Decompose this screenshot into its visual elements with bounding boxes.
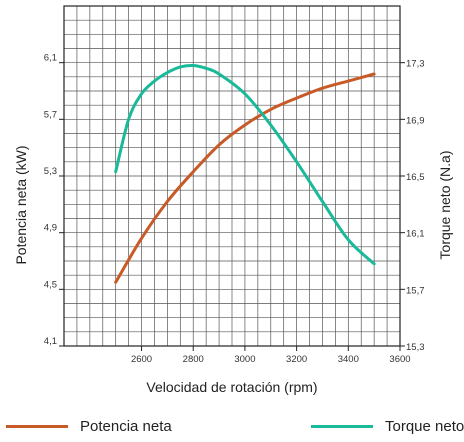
legend-item-potencia: Potencia neta [6,418,172,435]
series-line-potencia-neta [114,72,376,284]
tick-labels: 2600 2800 3000 3200 3400 3600 4,1 4,5 4,9 5,3 5,7 6… [44,53,425,365]
legend-item-torque: Torque neto [311,418,464,435]
x-axis-title: Velocidad de rotación (rpm) [146,379,317,395]
x-tick-label: 2800 [183,354,204,365]
y-right-tick-label: 15,3 [406,342,425,353]
y-axis-title-right: Torque neto (N.a) [437,151,453,260]
legend-label-potencia: Potencia neta [80,418,172,435]
y-left-tick-label: 4,1 [44,336,57,347]
legend-label-torque: Torque neto [385,418,464,435]
legend-swatch-torque [311,425,373,428]
y-left-tick-label: 4,5 [44,279,57,290]
grid [64,6,400,346]
x-tick-label: 3200 [286,354,307,365]
y-right-tick-label: 17,3 [406,59,425,70]
y-axis-title-left: Potencia neta (kW) [13,145,29,264]
y-left-tick-label: 5,7 [44,109,57,120]
y-right-tick-label: 16,1 [406,229,425,240]
y-right-tick-label: 16,9 [406,115,425,126]
legend-swatch-potencia [6,425,68,428]
x-tick-label: 3600 [389,354,410,365]
y-right-tick-label: 15,7 [406,285,425,296]
x-tick-label: 2600 [131,354,152,365]
series-layer [114,63,376,284]
series-line-torque-neto [114,63,376,266]
x-tick-label: 3400 [338,354,359,365]
y-left-tick-label: 5,3 [44,166,57,177]
y-left-tick-label: 4,9 [44,223,57,234]
y-right-tick-label: 16,5 [406,172,425,183]
x-tick-label: 3000 [234,354,255,365]
chart: 2600 2800 3000 3200 3400 3600 4,1 4,5 4,9 5,3 5,7 6… [13,5,453,395]
y-left-tick-label: 6,1 [44,53,57,64]
